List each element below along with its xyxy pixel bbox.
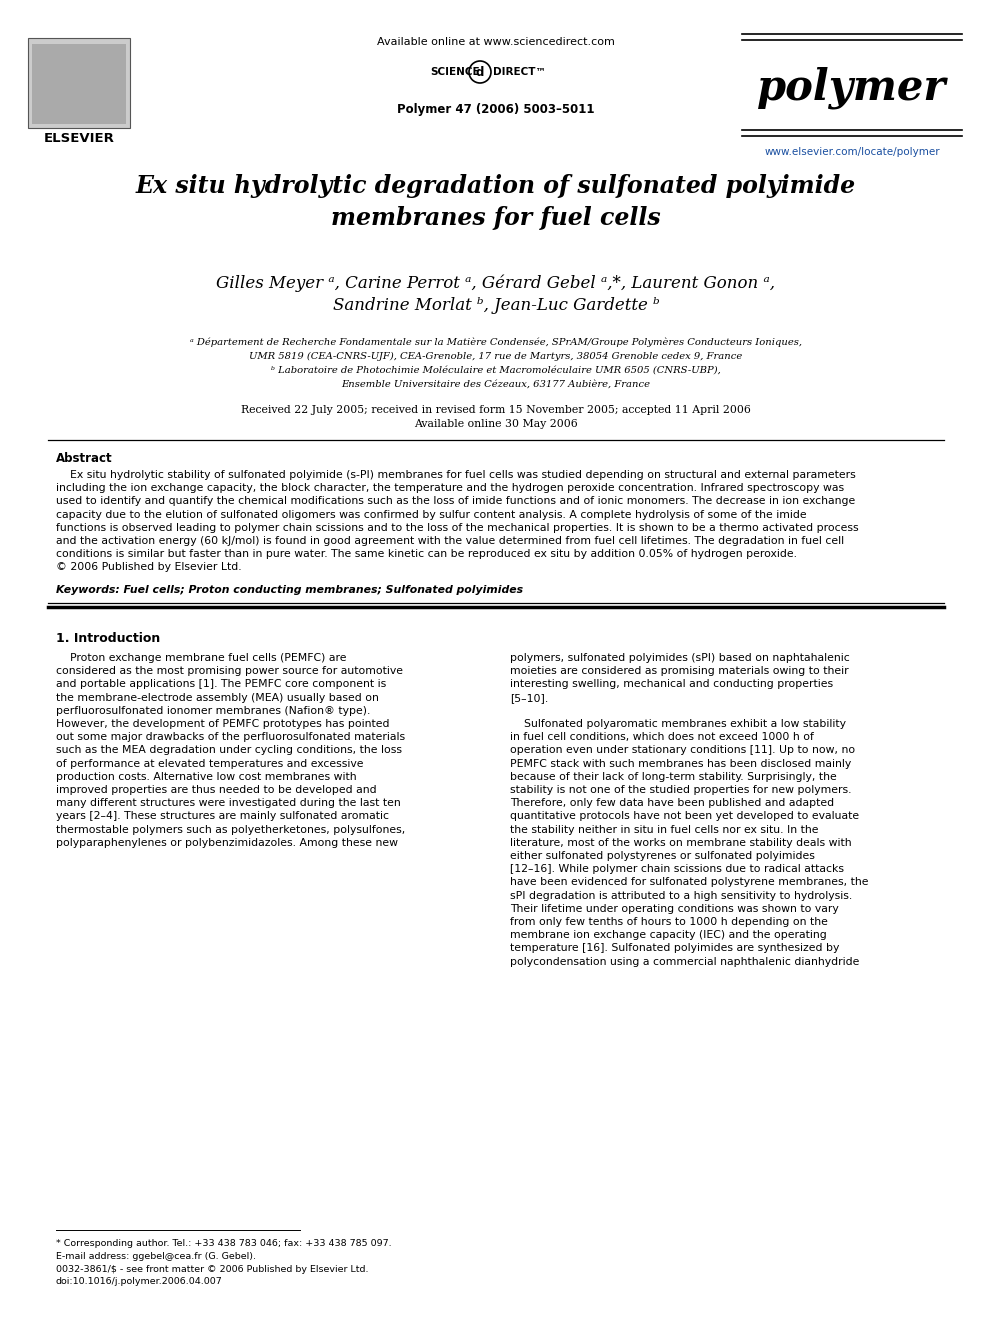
Text: many different structures were investigated during the last ten: many different structures were investiga… bbox=[56, 798, 401, 808]
Text: such as the MEA degradation under cycling conditions, the loss: such as the MEA degradation under cyclin… bbox=[56, 745, 402, 755]
Text: thermostable polymers such as polyetherketones, polysulfones,: thermostable polymers such as polyetherk… bbox=[56, 824, 406, 835]
Text: ᵃ Département de Recherche Fondamentale sur la Matière Condensée, SPrAM/Groupe P: ᵃ Département de Recherche Fondamentale … bbox=[190, 337, 802, 347]
Text: SCIENCE: SCIENCE bbox=[430, 67, 479, 77]
Text: doi:10.1016/j.polymer.2006.04.007: doi:10.1016/j.polymer.2006.04.007 bbox=[56, 1277, 223, 1286]
Text: Sulfonated polyaromatic membranes exhibit a low stability: Sulfonated polyaromatic membranes exhibi… bbox=[510, 718, 846, 729]
Text: the membrane-electrode assembly (MEA) usually based on: the membrane-electrode assembly (MEA) us… bbox=[56, 693, 379, 703]
Text: out some major drawbacks of the perfluorosulfonated materials: out some major drawbacks of the perfluor… bbox=[56, 732, 405, 742]
Text: polymers, sulfonated polyimides (sPI) based on naphtahalenic: polymers, sulfonated polyimides (sPI) ba… bbox=[510, 654, 850, 663]
Bar bbox=[32, 44, 126, 124]
Text: membrane ion exchange capacity (IEC) and the operating: membrane ion exchange capacity (IEC) and… bbox=[510, 930, 826, 941]
Text: www.elsevier.com/locate/polymer: www.elsevier.com/locate/polymer bbox=[764, 147, 939, 157]
Text: Therefore, only few data have been published and adapted: Therefore, only few data have been publi… bbox=[510, 798, 834, 808]
Text: in fuel cell conditions, which does not exceed 1000 h of: in fuel cell conditions, which does not … bbox=[510, 732, 813, 742]
Text: Polymer 47 (2006) 5003–5011: Polymer 47 (2006) 5003–5011 bbox=[397, 103, 595, 116]
Text: ELSEVIER: ELSEVIER bbox=[44, 131, 114, 144]
Text: 0032-3861/$ - see front matter © 2006 Published by Elsevier Ltd.: 0032-3861/$ - see front matter © 2006 Pu… bbox=[56, 1265, 368, 1274]
Text: [12–16]. While polymer chain scissions due to radical attacks: [12–16]. While polymer chain scissions d… bbox=[510, 864, 844, 875]
Text: and portable applications [1]. The PEMFC core component is: and portable applications [1]. The PEMFC… bbox=[56, 680, 386, 689]
Text: of performance at elevated temperatures and excessive: of performance at elevated temperatures … bbox=[56, 758, 363, 769]
Text: capacity due to the elution of sulfonated oligomers was confirmed by sulfur cont: capacity due to the elution of sulfonate… bbox=[56, 509, 806, 520]
Text: Abstract: Abstract bbox=[56, 451, 113, 464]
Text: improved properties are thus needed to be developed and: improved properties are thus needed to b… bbox=[56, 785, 377, 795]
Text: because of their lack of long-term stability. Surprisingly, the: because of their lack of long-term stabi… bbox=[510, 771, 836, 782]
Text: © 2006 Published by Elsevier Ltd.: © 2006 Published by Elsevier Ltd. bbox=[56, 562, 242, 573]
Text: used to identify and quantify the chemical modifications such as the loss of imi: used to identify and quantify the chemic… bbox=[56, 496, 855, 507]
Text: Proton exchange membrane fuel cells (PEMFC) are: Proton exchange membrane fuel cells (PEM… bbox=[56, 654, 346, 663]
Text: Available online 30 May 2006: Available online 30 May 2006 bbox=[414, 419, 578, 429]
Text: stability is not one of the studied properties for new polymers.: stability is not one of the studied prop… bbox=[510, 785, 851, 795]
Text: Sandrine Morlat ᵇ, Jean-Luc Gardette ᵇ: Sandrine Morlat ᵇ, Jean-Luc Gardette ᵇ bbox=[332, 296, 660, 314]
Text: PEMFC stack with such membranes has been disclosed mainly: PEMFC stack with such membranes has been… bbox=[510, 758, 851, 769]
Text: including the ion exchange capacity, the block character, the temperature and th: including the ion exchange capacity, the… bbox=[56, 483, 844, 493]
Text: Ex situ hydrolytic stability of sulfonated polyimide (s-PI) membranes for fuel c: Ex situ hydrolytic stability of sulfonat… bbox=[56, 470, 856, 480]
Text: polyparaphenylenes or polybenzimidazoles. Among these new: polyparaphenylenes or polybenzimidazoles… bbox=[56, 837, 398, 848]
Text: considered as the most promising power source for automotive: considered as the most promising power s… bbox=[56, 667, 403, 676]
Text: have been evidenced for sulfonated polystyrene membranes, the: have been evidenced for sulfonated polys… bbox=[510, 877, 869, 888]
Text: [5–10].: [5–10]. bbox=[510, 693, 549, 703]
Text: Keywords: Fuel cells; Proton conducting membranes; Sulfonated polyimides: Keywords: Fuel cells; Proton conducting … bbox=[56, 585, 523, 595]
Text: UMR 5819 (CEA-CNRS-UJF), CEA-Grenoble, 17 rue de Martyrs, 38054 Grenoble cedex 9: UMR 5819 (CEA-CNRS-UJF), CEA-Grenoble, 1… bbox=[249, 352, 743, 361]
Text: years [2–4]. These structures are mainly sulfonated aromatic: years [2–4]. These structures are mainly… bbox=[56, 811, 389, 822]
Text: production costs. Alternative low cost membranes with: production costs. Alternative low cost m… bbox=[56, 771, 357, 782]
Text: temperature [16]. Sulfonated polyimides are synthesized by: temperature [16]. Sulfonated polyimides … bbox=[510, 943, 839, 954]
Text: the stability neither in situ in fuel cells nor ex situ. In the: the stability neither in situ in fuel ce… bbox=[510, 824, 818, 835]
Text: either sulfonated polystyrenes or sulfonated polyimides: either sulfonated polystyrenes or sulfon… bbox=[510, 851, 814, 861]
Bar bbox=[28, 38, 130, 128]
Text: and the activation energy (60 kJ/mol) is found in good agreement with the value : and the activation energy (60 kJ/mol) is… bbox=[56, 536, 844, 546]
Text: perfluorosulfonated ionomer membranes (Nafion® type).: perfluorosulfonated ionomer membranes (N… bbox=[56, 705, 370, 716]
Text: E-mail address: ggebel@cea.fr (G. Gebel).: E-mail address: ggebel@cea.fr (G. Gebel)… bbox=[56, 1252, 256, 1261]
Text: 1. Introduction: 1. Introduction bbox=[56, 631, 161, 644]
Text: Ex situ hydrolytic degradation of sulfonated polyimide
membranes for fuel cells: Ex situ hydrolytic degradation of sulfon… bbox=[136, 175, 856, 230]
Text: operation even under stationary conditions [11]. Up to now, no: operation even under stationary conditio… bbox=[510, 745, 855, 755]
Text: Ensemble Universitaire des Cézeaux, 63177 Aubière, France: Ensemble Universitaire des Cézeaux, 6317… bbox=[341, 380, 651, 389]
Text: * Corresponding author. Tel.: +33 438 783 046; fax: +33 438 785 097.: * Corresponding author. Tel.: +33 438 78… bbox=[56, 1240, 392, 1249]
Text: Received 22 July 2005; received in revised form 15 November 2005; accepted 11 Ap: Received 22 July 2005; received in revis… bbox=[241, 405, 751, 415]
Text: Their lifetime under operating conditions was shown to vary: Their lifetime under operating condition… bbox=[510, 904, 839, 914]
Text: Gilles Meyer ᵃ, Carine Perrot ᵃ, Gérard Gebel ᵃ,*, Laurent Gonon ᵃ,: Gilles Meyer ᵃ, Carine Perrot ᵃ, Gérard … bbox=[216, 274, 776, 292]
Text: functions is observed leading to polymer chain scissions and to the loss of the : functions is observed leading to polymer… bbox=[56, 523, 859, 533]
Text: from only few tenths of hours to 1000 h depending on the: from only few tenths of hours to 1000 h … bbox=[510, 917, 828, 927]
Text: However, the development of PEMFC prototypes has pointed: However, the development of PEMFC protot… bbox=[56, 718, 390, 729]
Text: conditions is similar but faster than in pure water. The same kinetic can be rep: conditions is similar but faster than in… bbox=[56, 549, 797, 560]
Text: Available online at www.sciencedirect.com: Available online at www.sciencedirect.co… bbox=[377, 37, 615, 48]
Text: sPI degradation is attributed to a high sensitivity to hydrolysis.: sPI degradation is attributed to a high … bbox=[510, 890, 852, 901]
Text: d: d bbox=[476, 66, 484, 78]
Text: quantitative protocols have not been yet developed to evaluate: quantitative protocols have not been yet… bbox=[510, 811, 859, 822]
Text: ᵇ Laboratoire de Photochimie Moléculaire et Macromoléculaire UMR 6505 (CNRS-UBP): ᵇ Laboratoire de Photochimie Moléculaire… bbox=[271, 365, 721, 374]
Text: interesting swelling, mechanical and conducting properties: interesting swelling, mechanical and con… bbox=[510, 680, 833, 689]
Text: polymer: polymer bbox=[757, 66, 946, 110]
Text: DIRECT™: DIRECT™ bbox=[493, 67, 546, 77]
Text: literature, most of the works on membrane stability deals with: literature, most of the works on membran… bbox=[510, 837, 851, 848]
Text: polycondensation using a commercial naphthalenic dianhydride: polycondensation using a commercial naph… bbox=[510, 957, 859, 967]
Text: moieties are considered as promising materials owing to their: moieties are considered as promising mat… bbox=[510, 667, 848, 676]
